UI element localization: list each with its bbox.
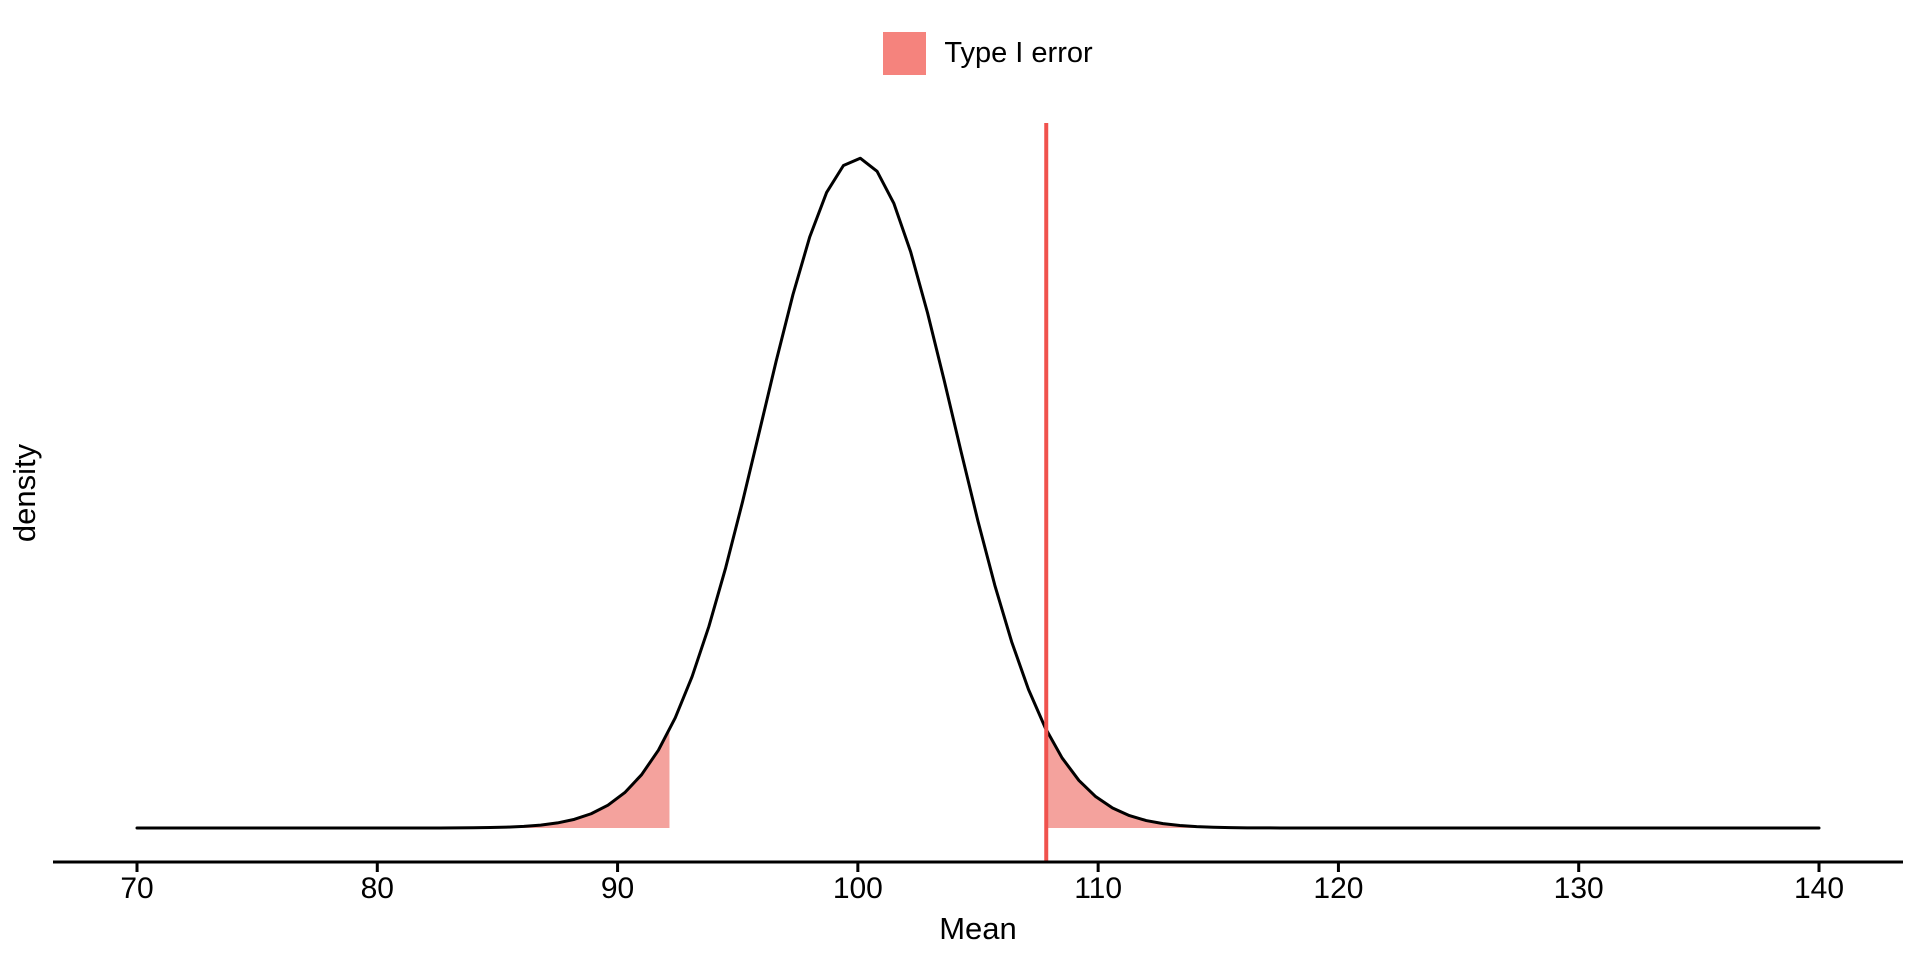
x-axis-title: Mean [939, 911, 1017, 946]
y-axis-title: density [7, 443, 42, 542]
x-tick-label: 110 [1074, 872, 1122, 905]
x-tick-label: 90 [601, 872, 634, 905]
left-tail-area [137, 729, 670, 828]
x-tick-label: 100 [833, 872, 883, 905]
shaded-tail-areas [137, 729, 1819, 828]
x-axis-tick-labels: 70 80 90 100 110 120 130 140 [120, 872, 1844, 905]
x-tick-label: 80 [361, 872, 394, 905]
x-axis-ticks [135, 862, 1821, 872]
right-tail-area [1046, 729, 1819, 828]
x-tick-label: 140 [1794, 872, 1844, 905]
x-tick-label: 130 [1554, 872, 1604, 905]
density-curve [135, 156, 1821, 830]
x-tick-label: 120 [1313, 872, 1363, 905]
x-tick-label: 70 [120, 872, 153, 905]
